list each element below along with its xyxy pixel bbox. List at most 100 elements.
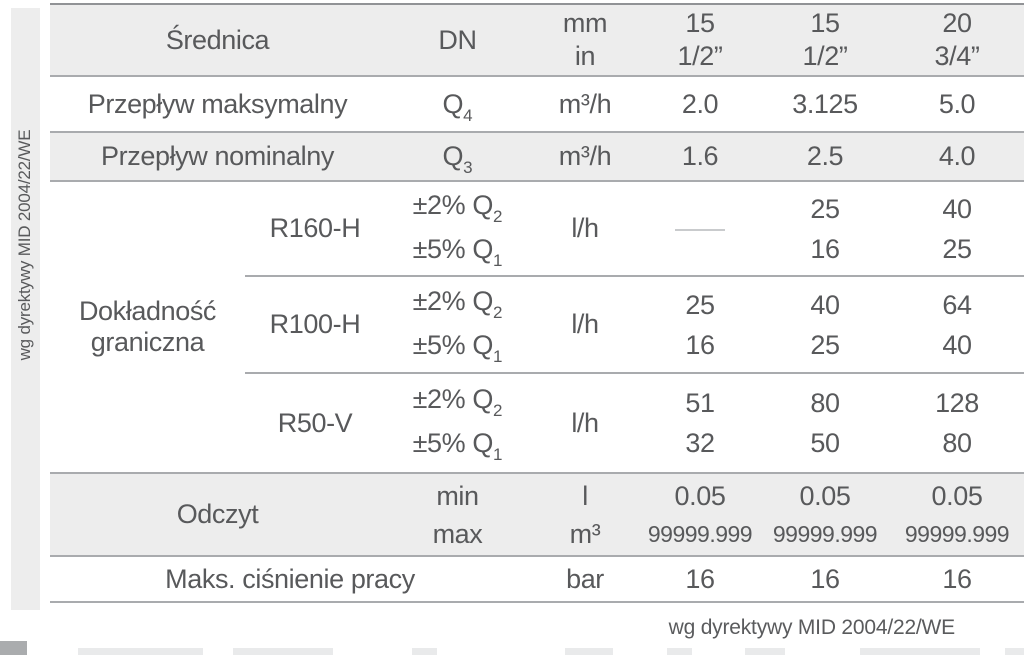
reading-max-value: 99999.999 <box>904 520 1010 547</box>
cutoff-artifact <box>860 648 980 655</box>
accuracy-r50-value-1: 51 32 <box>640 372 760 473</box>
spec-q2-sub: 2 <box>492 206 503 226</box>
dn-mm: 20 <box>942 8 972 38</box>
reading-value-3: 0.05 99999.999 <box>890 472 1024 556</box>
accuracy-r160-value-1 <box>640 180 760 276</box>
reading-value-2: 0.05 99999.999 <box>760 472 890 556</box>
pressure-value-3: 16 <box>890 555 1024 603</box>
spec-q1-text: ±5% Q <box>412 329 494 360</box>
spec-q1-sub: 1 <box>492 346 503 366</box>
q2-value: 25 <box>685 289 715 320</box>
accuracy-r50-value-2: 80 50 <box>760 372 890 473</box>
q2-value: 40 <box>942 193 972 224</box>
q1-value: 16 <box>685 329 715 360</box>
flow-nom-label: Przepływ nominalny <box>50 131 385 181</box>
cutoff-artifact <box>0 641 27 655</box>
row-flow-max: Przepływ maksymalny Q4 m³/h 2.0 3.125 5.… <box>50 75 1024 132</box>
accuracy-spec-r160: ±2% Q2 ±5% Q1 <box>385 180 530 276</box>
accuracy-class-r50: R50-V <box>245 372 385 473</box>
q1-value: 32 <box>685 428 715 458</box>
cutoff-artifact <box>412 648 437 655</box>
q1-value: 25 <box>810 329 840 360</box>
q1-value: 80 <box>942 428 972 458</box>
spec-q2-sub: 2 <box>492 401 503 420</box>
dn-in: 3/4” <box>934 41 980 71</box>
q-sub: 3 <box>463 158 473 177</box>
q2-value: 80 <box>810 388 840 418</box>
pressure-value-2: 16 <box>760 555 890 603</box>
q1-value: 50 <box>810 428 840 458</box>
accuracy-label-line2: graniczna <box>90 327 205 357</box>
row-reading: Odczyt min max l m³ 0.05 99999.999 0.05 … <box>50 472 1024 556</box>
q-base: Q <box>442 141 464 171</box>
flow-max-value-3: 5.0 <box>890 75 1024 132</box>
accuracy-class-r160: R160-H <box>245 180 385 276</box>
dn-mm: 15 <box>810 8 840 38</box>
accuracy-unit-r50: l/h <box>530 372 640 473</box>
flow-max-label: Przepływ maksymalny <box>50 75 385 132</box>
no-value-dash <box>675 228 725 231</box>
diameter-symbol: DN <box>385 3 530 76</box>
pressure-unit: bar <box>530 555 640 603</box>
spec-q1-sub: 1 <box>492 445 503 464</box>
side-directive-label: wg dyrektywy MID 2004/22/WE <box>15 129 34 361</box>
diameter-label: Średnica <box>50 3 385 76</box>
row-accuracy-r50: R50-V ±2% Q2 ±5% Q1 l/h 51 32 80 50 128 … <box>50 372 1024 473</box>
row-pressure: Maks. ciśnienie pracy bar 16 16 16 <box>50 555 1024 603</box>
flow-max-value-1: 2.0 <box>640 75 760 132</box>
reading-unit-m3: m³ <box>569 518 601 549</box>
accuracy-spec-r100: ±2% Q2 ±5% Q1 <box>385 275 530 373</box>
dn-in: 1/2” <box>677 41 723 71</box>
spec-q1-line: ±5% Q1 <box>413 325 503 369</box>
spec-table: Średnica DN mm in 15 1/2” 15 1/2” 20 3/4… <box>50 3 1024 603</box>
q-base: Q <box>442 88 464 119</box>
row-accuracy-r100: R100-H ±2% Q2 ±5% Q1 l/h 25 16 40 25 64 … <box>50 275 1024 373</box>
spec-q2-sub: 2 <box>492 302 503 322</box>
unit-in: in <box>574 41 596 71</box>
accuracy-r100-value-3: 64 40 <box>890 275 1024 373</box>
reading-value-1: 0.05 99999.999 <box>640 472 760 556</box>
accuracy-r100-value-2: 40 25 <box>760 275 890 373</box>
pressure-value-1: 16 <box>640 555 760 603</box>
flow-nom-value-2: 2.5 <box>760 131 890 181</box>
pressure-label: Maks. ciśnienie pracy <box>50 555 530 603</box>
accuracy-r160-value-3: 40 25 <box>890 180 1024 276</box>
reading-min-value: 0.05 <box>799 480 851 511</box>
q2-value: 64 <box>942 289 972 320</box>
q2-value: 51 <box>685 388 715 418</box>
diameter-units: mm in <box>530 3 640 76</box>
reading-min-value: 0.05 <box>931 480 983 511</box>
row-flow-nominal: Przepływ nominalny Q3 m³/h 1.6 2.5 4.0 <box>50 131 1024 181</box>
accuracy-label: Dokładność graniczna <box>50 180 245 473</box>
q2-value: 25 <box>810 193 840 224</box>
reading-max-value: 99999.999 <box>772 520 878 547</box>
dn-in: 1/2” <box>802 41 848 71</box>
q2-value: 40 <box>810 289 840 320</box>
diameter-col-3: 20 3/4” <box>890 3 1024 76</box>
accuracy-unit-r100: l/h <box>530 275 640 373</box>
side-directive-strip: wg dyrektywy MID 2004/22/WE <box>11 8 40 610</box>
spec-q1-line: ±5% Q1 <box>413 423 503 467</box>
q-sub: 4 <box>463 105 473 125</box>
accuracy-r100-value-1: 25 16 <box>640 275 760 373</box>
spec-q2-text: ±2% Q <box>412 384 494 414</box>
cutoff-artifact <box>745 648 785 655</box>
reading-max-value: 99999.999 <box>647 520 753 547</box>
dn-mm: 15 <box>685 8 715 38</box>
accuracy-r160-value-2: 25 16 <box>760 180 890 276</box>
spec-q2-text: ±2% Q <box>412 189 494 220</box>
flow-max-symbol: Q4 <box>385 75 530 132</box>
cutoff-artifact <box>78 648 203 655</box>
flow-max-value-2: 3.125 <box>760 75 890 132</box>
spec-q1-line: ±5% Q1 <box>413 229 503 273</box>
spec-q1-sub: 1 <box>492 250 503 270</box>
spec-q2-line: ±2% Q2 <box>413 185 503 229</box>
q1-value: 16 <box>810 233 840 264</box>
accuracy-spec-r50: ±2% Q2 ±5% Q1 <box>385 372 530 473</box>
spec-q2-line: ±2% Q2 <box>413 281 503 325</box>
accuracy-class-r100: R100-H <box>245 275 385 373</box>
spec-q1-text: ±5% Q <box>412 428 494 458</box>
spec-q2-text: ±2% Q <box>412 285 494 316</box>
flow-nom-value-3: 4.0 <box>890 131 1024 181</box>
q1-value: 25 <box>942 233 972 264</box>
